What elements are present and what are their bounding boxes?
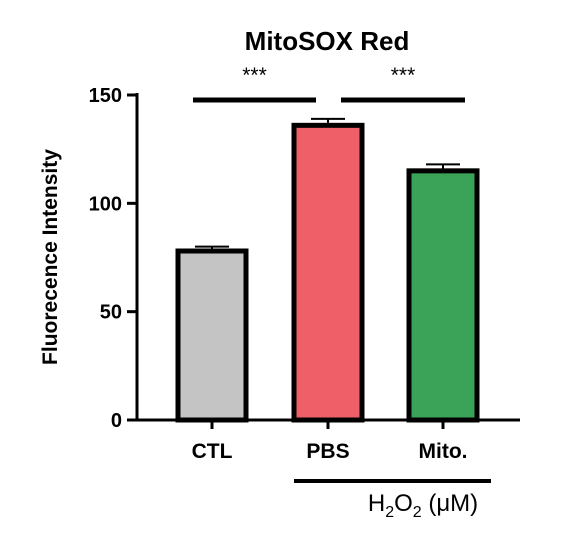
y-tick-label: 150 bbox=[89, 85, 122, 107]
y-ticks: 0 50 100 150 bbox=[89, 85, 137, 432]
significance-label: *** bbox=[391, 64, 416, 87]
x-tick-label: PBS bbox=[306, 440, 349, 463]
bar bbox=[291, 122, 365, 423]
bar bbox=[175, 248, 249, 423]
significance-label: *** bbox=[242, 64, 267, 87]
x-labels: CTL PBS Mito. bbox=[192, 420, 468, 463]
group-label: H2O2 (μM) bbox=[368, 490, 478, 521]
chart-title: MitoSOX Red bbox=[245, 26, 410, 56]
group-label-sub2: 2 bbox=[413, 504, 422, 521]
group-label-mid: O bbox=[394, 490, 413, 517]
bars bbox=[175, 117, 480, 423]
y-tick-label: 100 bbox=[89, 193, 122, 215]
y-tick-label: 0 bbox=[111, 410, 122, 432]
group-label-main: H bbox=[368, 490, 385, 517]
x-tick-label: CTL bbox=[192, 440, 233, 463]
y-axis-label: Fluorecence Intensity bbox=[39, 149, 62, 365]
group-label-end: (μM) bbox=[422, 490, 478, 517]
group-annotation: H2O2 (μM) bbox=[294, 479, 491, 521]
bar bbox=[406, 168, 480, 423]
significance-brackets: *** *** bbox=[193, 64, 465, 103]
x-tick-label: Mito. bbox=[419, 440, 468, 463]
y-tick-label: 50 bbox=[100, 302, 122, 324]
group-label-sub1: 2 bbox=[385, 504, 394, 521]
